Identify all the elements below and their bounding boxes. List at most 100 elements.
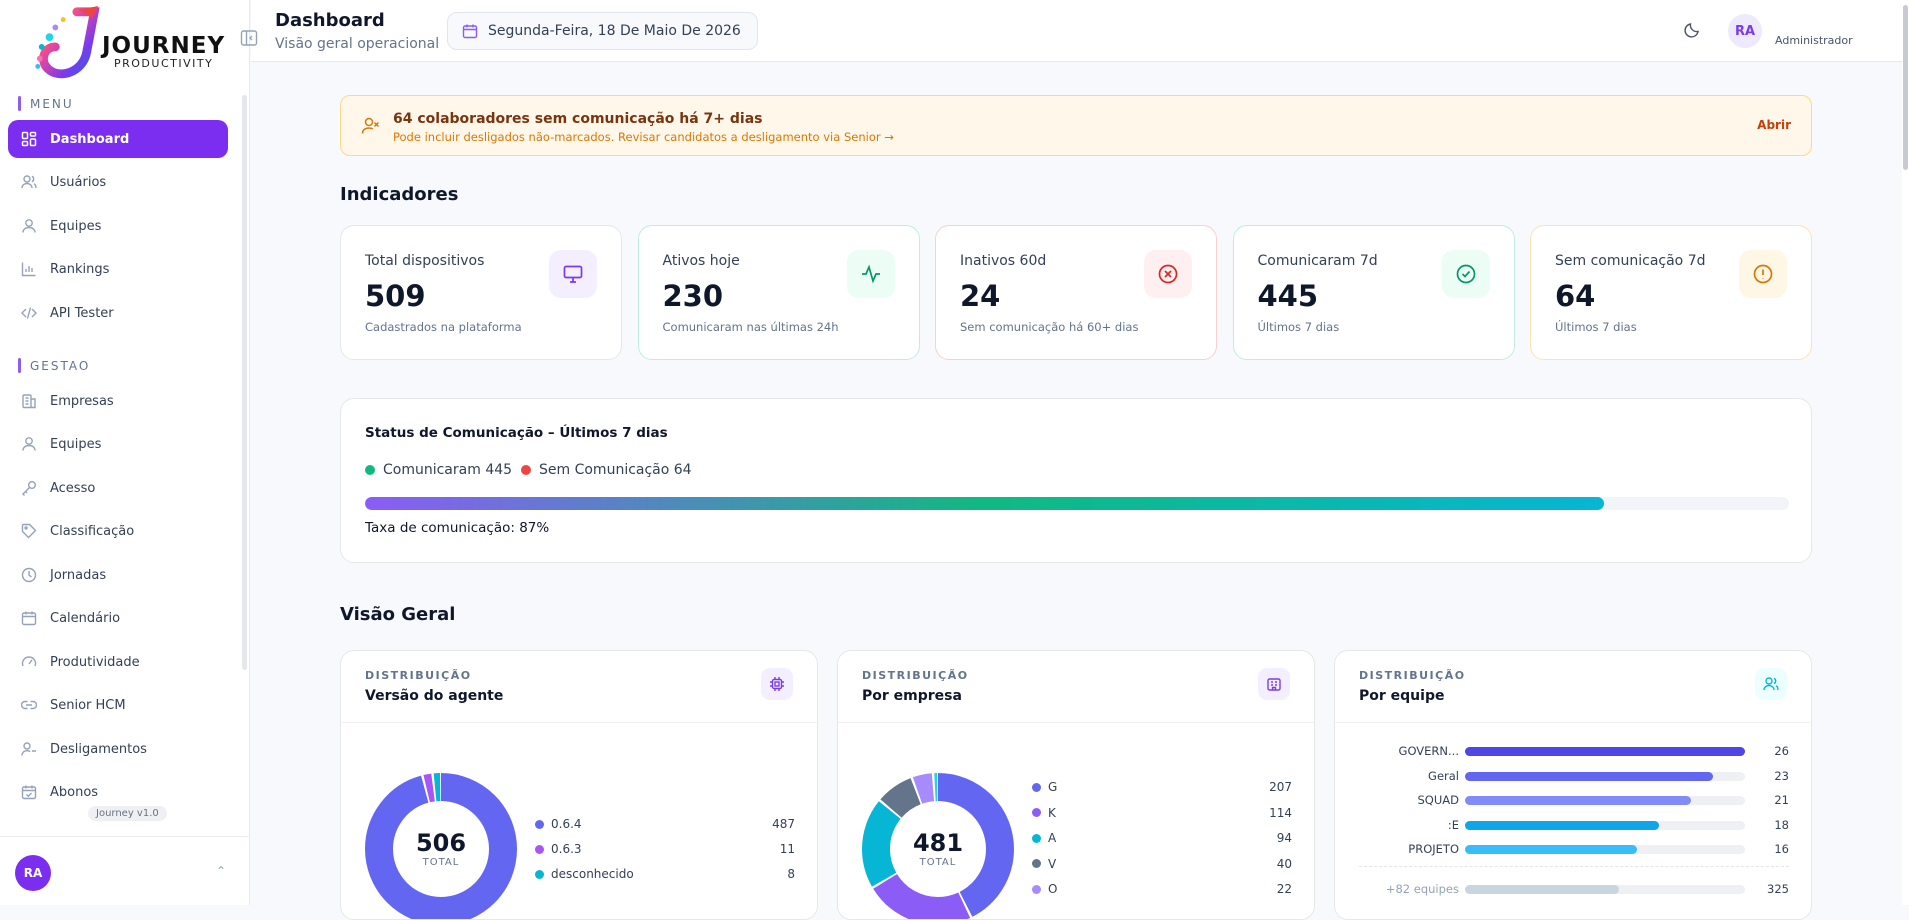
sidebar-item-label: API Tester xyxy=(50,305,114,321)
kpi-card: Ativos hoje 230 Comunicaram nas últimas 24… xyxy=(637,225,920,360)
code-icon xyxy=(20,304,38,322)
team-label: Geral xyxy=(1428,768,1459,783)
team-bar-track xyxy=(1465,820,1745,830)
sidebar-item-jornadas[interactable]: Jornadas xyxy=(8,556,228,594)
team-bar-track xyxy=(1465,796,1745,805)
sidebar-item-usuarios[interactable]: Usuários xyxy=(8,163,228,201)
app-logo[interactable]: JOURNEY PRODUCTIVITY xyxy=(26,0,226,82)
sidebar-item-label: Senior HCM xyxy=(50,697,126,713)
alert-circle-icon xyxy=(1739,250,1787,298)
card-title: Por empresa xyxy=(862,688,962,704)
legend-dot-icon xyxy=(1032,833,1041,843)
team-more-value: 325 xyxy=(1767,882,1789,896)
team-more-row[interactable]: +82 equipes 325 xyxy=(1359,879,1789,899)
team-bar-fill[interactable] xyxy=(1465,820,1659,830)
sidebar-user-menu[interactable]: RA ⌃ xyxy=(0,836,250,905)
legend-label: K xyxy=(1048,805,1056,820)
kpi-label: Comunicaram 7d xyxy=(1257,253,1378,269)
company-card: DISTRIBUIÇÃO Por empresa 481 TOTAL G 207 K 1… xyxy=(837,650,1315,920)
sidebar-item-abonos[interactable]: Abonos xyxy=(8,773,228,811)
legend-label: Comunicaram 445 xyxy=(383,462,513,478)
sidebar-item-label: Calendário xyxy=(50,610,121,626)
legend-dot-icon xyxy=(1032,782,1041,792)
sidebar-item-desligamentos[interactable]: Desligamentos xyxy=(8,730,228,768)
sidebar-item-label: Classificação xyxy=(50,523,135,539)
sidebar-item-classificacao[interactable]: Classificação xyxy=(8,512,228,550)
legend-item: V 40 xyxy=(1032,854,1292,874)
monitor-icon xyxy=(549,250,597,298)
sidebar-item-calendario[interactable]: Calendário xyxy=(8,599,228,637)
avatar[interactable]: RA xyxy=(15,855,51,891)
team-label: PROJETO xyxy=(1408,842,1459,856)
alert-link-text[interactable]: Pode incluir desligados não-marcados. Re… xyxy=(393,130,894,144)
sidebar-toggle-icon[interactable] xyxy=(240,29,258,47)
team-bar-row: Geral 23 xyxy=(1359,766,1789,786)
chevron-updown-icon[interactable]: ⌃ xyxy=(216,864,227,878)
sidebar-item-senior-hcm[interactable]: Senior HCM xyxy=(8,686,228,724)
date-selector[interactable]: Segunda-Feira, 18 De Maio De 2026 xyxy=(447,12,758,50)
sidebar-item-produtividade[interactable]: Produtividade xyxy=(8,643,228,681)
sidebar-item-label: Rankings xyxy=(50,261,110,277)
sidebar-item-label: Jornadas xyxy=(50,567,107,583)
inactive-alert-banner: 64 colaboradores sem comunicação há 7+ d… xyxy=(340,95,1812,156)
page-scrollbar-thumb[interactable] xyxy=(1903,5,1908,170)
sidebar-item-acesso[interactable]: Acesso xyxy=(8,469,228,507)
legend-item: K 114 xyxy=(1032,803,1292,823)
communication-rate: Taxa de comunicação: 87% xyxy=(365,520,550,536)
activity-icon xyxy=(846,250,895,298)
legend-value: 487 xyxy=(772,817,795,831)
legend-communicated: Comunicaram 445 xyxy=(365,462,512,478)
kpi-note: Últimos 7 dias xyxy=(1257,320,1340,334)
donut-total: 481 TOTAL xyxy=(860,829,1016,868)
team-card: DISTRIBUIÇÃO Por equipe GOVERN... 26 Geral… xyxy=(1334,650,1812,920)
team-more-label: +82 equipes xyxy=(1385,882,1459,896)
sidebar-item-equipes-gestao[interactable]: Equipes xyxy=(8,425,228,463)
logo-title: JOURNEY xyxy=(102,33,226,59)
legend-item: G 207 xyxy=(1032,777,1292,797)
legend-value: 40 xyxy=(1276,856,1292,871)
kpi-label: Sem comunicação 7d xyxy=(1555,253,1706,269)
team-bar-fill[interactable] xyxy=(1465,845,1638,854)
kpi-value: 64 xyxy=(1555,279,1596,313)
communication-progress-fill xyxy=(365,497,1604,510)
sidebar-item-empresas[interactable]: Empresas xyxy=(8,382,228,420)
sidebar-item-equipes[interactable]: Equipes xyxy=(8,207,228,245)
legend-dot-icon xyxy=(1032,884,1041,894)
user-icon xyxy=(20,435,38,453)
donut-total: 506 TOTAL xyxy=(363,829,519,868)
team-bar-fill[interactable] xyxy=(1465,796,1692,805)
team-bar-fill[interactable] xyxy=(1465,771,1713,781)
sidebar-item-label: Usuários xyxy=(50,174,107,190)
donut-slice[interactable] xyxy=(862,773,1014,919)
team-bar-row: GOVERN... 26 xyxy=(1359,741,1789,761)
legend-dot-icon xyxy=(535,819,544,829)
alert-open-button[interactable]: Abrir xyxy=(1757,118,1791,132)
communication-progress-bar xyxy=(365,497,1789,510)
kpi-note: Cadastrados na plataforma xyxy=(365,320,522,334)
user-icon xyxy=(20,217,38,235)
card-kicker: DISTRIBUIÇÃO xyxy=(365,669,472,682)
legend-dot-icon xyxy=(1032,808,1041,817)
sidebar-item-api-tester[interactable]: API Tester xyxy=(8,294,228,332)
team-label: :E xyxy=(1447,817,1459,832)
moon-icon[interactable] xyxy=(1683,21,1701,39)
team-bar-track xyxy=(1465,885,1745,894)
calendar-check-icon xyxy=(20,783,38,801)
team-bar-fill[interactable] xyxy=(1465,747,1745,756)
user-avatar[interactable]: RA xyxy=(1728,14,1762,48)
page-scrollbar[interactable] xyxy=(1902,0,1909,905)
donut-slice[interactable] xyxy=(862,773,1014,919)
sidebar-scrollbar[interactable] xyxy=(242,95,247,670)
user-x-icon xyxy=(20,740,38,758)
overview-title: Visão Geral xyxy=(340,604,456,625)
legend-item: 0.6.3 11 xyxy=(535,839,795,859)
red-dot-icon xyxy=(521,465,531,475)
card-title: Por equipe xyxy=(1359,688,1445,704)
donut-total-label: TOTAL xyxy=(919,857,957,868)
sidebar-item-rankings[interactable]: Rankings xyxy=(8,250,228,288)
sidebar-item-label: Empresas xyxy=(50,393,114,409)
kpi-card: Comunicaram 7d 445 Últimos 7 dias xyxy=(1232,225,1515,360)
team-value: 26 xyxy=(1774,744,1789,758)
sidebar-item-dashboard[interactable]: Dashboard xyxy=(8,120,228,158)
cpu-icon xyxy=(761,668,793,700)
